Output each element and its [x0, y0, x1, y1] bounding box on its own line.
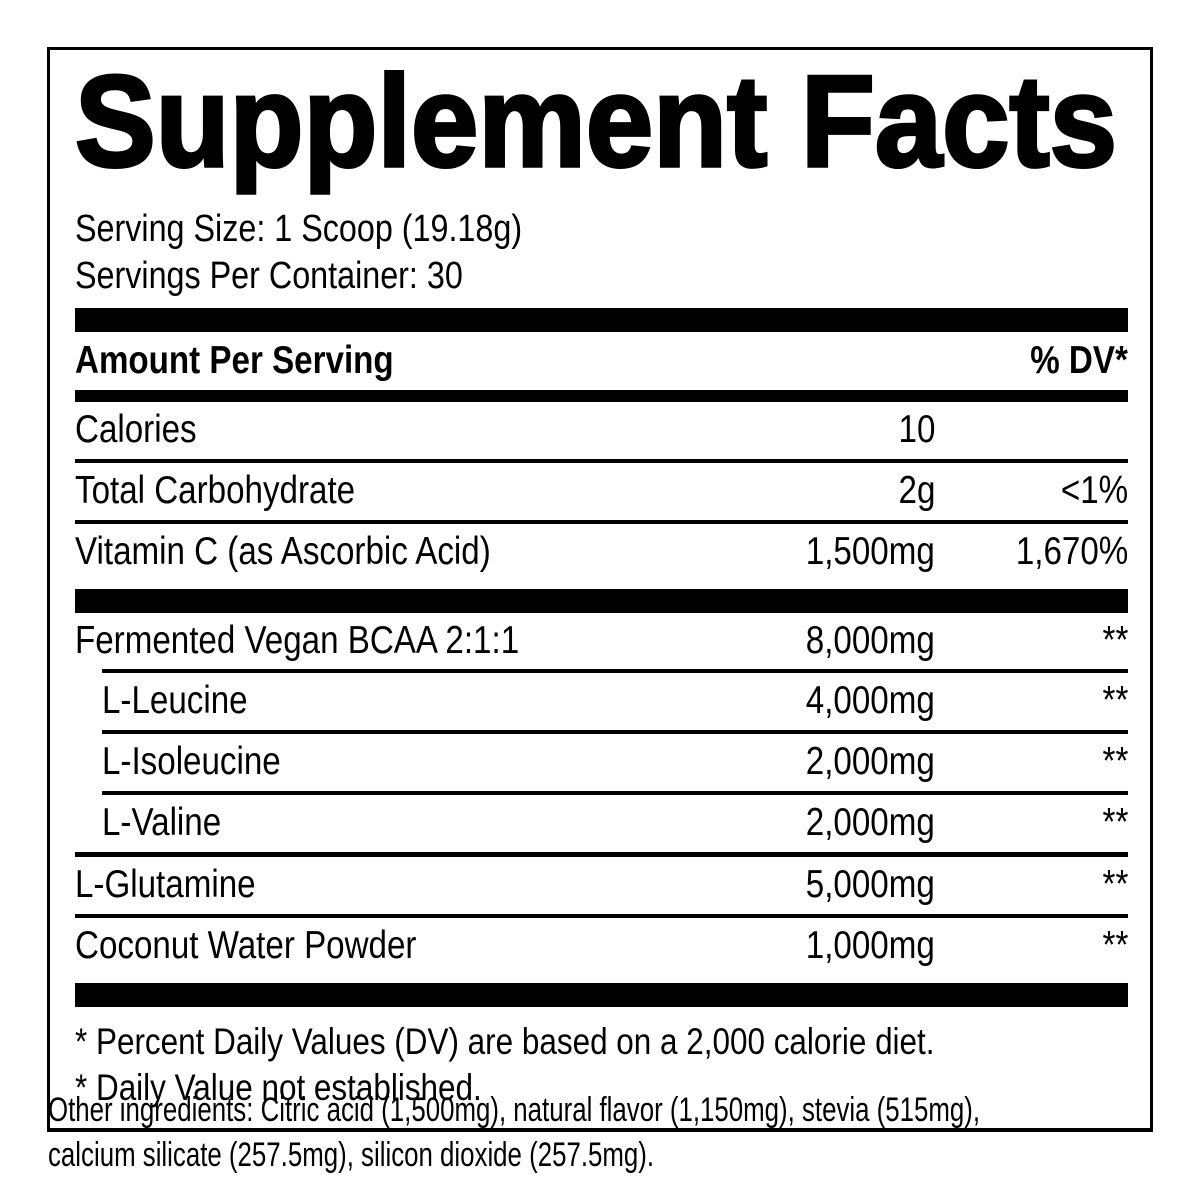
serving-size-line: Serving Size: 1 Scoop (19.18g) [75, 208, 523, 250]
page-title: Supplement Facts [75, 48, 1117, 194]
table-row-vitamin-c: Vitamin C (as Ascorbic Acid) 1,500mg 1,6… [75, 524, 1128, 581]
servings-per-container-line: Servings Per Container: 30 [75, 255, 463, 298]
table-row-total-carbohydrate: Total Carbohydrate 2g <1% [75, 463, 1128, 520]
row-amount: 2,000mg [805, 801, 935, 845]
row-name: Total Carbohydrate [75, 468, 356, 512]
table-row-l-isoleucine: L-Isoleucine 2,000mg ** [75, 734, 1128, 791]
row-divider-indented [102, 791, 1128, 796]
row-name: Fermented Vegan BCAA 2:1:1 [75, 618, 520, 662]
table-row-l-glutamine: L-Glutamine 5,000mg ** [75, 857, 1128, 914]
table-header-row: Amount Per Serving % DV* [75, 332, 1128, 390]
table-row-l-valine: L-Valine 2,000mg ** [75, 795, 1128, 852]
separator-bar-top [75, 308, 1128, 333]
row-amount: 4,000mg [805, 679, 935, 723]
row-dv: ** [1102, 618, 1128, 662]
row-amount: 8,000mg [805, 618, 935, 662]
row-dv: 1,670% [1015, 529, 1128, 573]
footnotes: * Percent Daily Values (DV) are based on… [75, 1007, 1128, 1115]
table-row-fermented-vegan-bcaa: Fermented Vegan BCAA 2:1:1 8,000mg ** [75, 613, 1128, 670]
row-amount: 1,500mg [805, 529, 935, 573]
separator-bar-middle [75, 588, 1128, 613]
row-divider [75, 519, 1128, 524]
separator-bar-bottom [75, 982, 1128, 1007]
row-divider [75, 458, 1128, 463]
row-name: L-Valine [102, 801, 222, 845]
panel-title-svg: Supplement Facts [73, 46, 1119, 196]
other-ingredients-line-1: Other ingredients: Citric acid (1,500mg)… [48, 1091, 981, 1129]
row-amount: 2,000mg [805, 740, 935, 784]
supplement-facts-panel: Supplement Facts Serving Size: 1 Scoop (… [47, 46, 1153, 1133]
table-row-l-leucine: L-Leucine 4,000mg ** [75, 673, 1128, 730]
row-amount: 1,000mg [805, 923, 935, 967]
other-ingredients: Other ingredients: Citric acid (1,500mg)… [48, 1088, 1193, 1178]
row-divider-indented [102, 730, 1128, 735]
amount-per-serving-header: Amount Per Serving [75, 339, 394, 383]
row-dv: <1% [1060, 468, 1128, 512]
row-name: L-Isoleucine [102, 740, 281, 784]
row-name: Vitamin C (as Ascorbic Acid) [75, 529, 491, 573]
row-divider-indented [102, 669, 1128, 674]
row-dv: ** [1102, 740, 1128, 784]
row-name: Coconut Water Powder [75, 923, 417, 967]
row-name: L-Glutamine [75, 862, 256, 906]
row-dv: ** [1102, 923, 1128, 967]
table-row-coconut-water-powder: Coconut Water Powder 1,000mg ** [75, 918, 1128, 975]
separator-bar-header [75, 390, 1128, 403]
row-amount: 10 [898, 408, 935, 452]
row-amount: 5,000mg [805, 862, 935, 906]
footnote-daily-values: * Percent Daily Values (DV) are based on… [75, 1020, 935, 1062]
footnote-dv-not-established: * Daily Value not established. [75, 1066, 482, 1108]
row-dv: ** [1102, 801, 1128, 845]
row-dv: ** [1102, 862, 1128, 906]
row-name: L-Leucine [102, 679, 248, 723]
row-dv: ** [1102, 679, 1128, 723]
other-ingredients-line-2: calcium silicate (257.5mg), silicon diox… [48, 1135, 655, 1174]
percent-dv-header: % DV* [1030, 339, 1128, 383]
row-amount: 2g [898, 468, 935, 512]
row-divider [75, 913, 1128, 918]
row-divider [75, 851, 1128, 857]
row-name: Calories [75, 408, 197, 452]
serving-info: Serving Size: 1 Scoop (19.18g) Servings … [75, 206, 1128, 300]
panel-title-wrap: Supplement Facts [73, 46, 1128, 196]
table-row-calories: Calories 10 [75, 402, 1128, 459]
